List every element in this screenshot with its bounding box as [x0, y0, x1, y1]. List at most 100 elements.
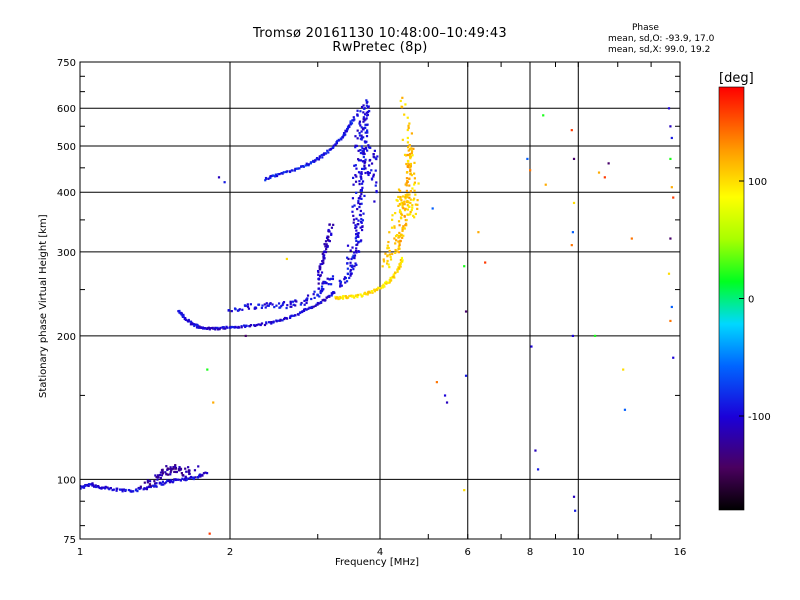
data-point: [243, 304, 247, 307]
data-point: [277, 173, 280, 176]
data-point: [413, 172, 416, 175]
data-point: [330, 283, 333, 286]
data-point: [322, 259, 325, 262]
data-point: [357, 158, 360, 161]
data-point: [349, 264, 352, 267]
data-point: [570, 129, 573, 132]
data-point: [363, 147, 366, 151]
data-point: [356, 232, 359, 235]
data-point: [368, 110, 371, 113]
data-point: [464, 374, 468, 377]
data-point: [375, 288, 379, 292]
data-point: [407, 126, 410, 130]
data-point: [143, 481, 146, 484]
data-point: [81, 486, 85, 489]
data-point: [353, 296, 356, 299]
data-point: [321, 282, 324, 285]
data-point: [339, 137, 342, 140]
data-point: [174, 478, 177, 481]
data-point: [401, 204, 404, 207]
data-point: [365, 117, 368, 120]
data-point: [389, 258, 393, 261]
data-point: [299, 303, 302, 306]
data-point: [388, 249, 391, 253]
data-point: [405, 184, 408, 187]
data-point: [363, 113, 367, 116]
data-point: [355, 263, 358, 267]
data-point: [373, 288, 376, 291]
data-point: [542, 114, 545, 117]
data-point: [386, 281, 389, 284]
data-point: [274, 173, 278, 176]
data-point: [391, 214, 394, 217]
data-point: [353, 254, 357, 257]
data-point: [292, 314, 295, 317]
data-point: [435, 381, 438, 384]
data-point: [269, 321, 272, 324]
data-point: [159, 476, 162, 480]
data-point: [381, 265, 384, 268]
data-point: [268, 302, 271, 306]
data-point: [351, 197, 355, 200]
data-point: [362, 116, 365, 119]
data-point: [407, 213, 410, 216]
data-point: [534, 449, 537, 452]
data-point: [272, 320, 275, 323]
data-point: [217, 328, 220, 331]
data-point: [363, 107, 366, 110]
data-point: [398, 244, 401, 247]
data-point: [182, 313, 185, 316]
data-point: [218, 328, 221, 331]
data-point: [406, 196, 409, 199]
data-point: [101, 486, 104, 489]
data-point: [355, 225, 358, 228]
data-point: [406, 136, 409, 140]
data-point: [443, 394, 447, 397]
data-point: [356, 137, 359, 140]
data-point: [355, 247, 358, 250]
data-point: [365, 99, 368, 102]
data-point: [183, 317, 186, 320]
data-point: [397, 204, 400, 208]
data-point: [318, 295, 321, 298]
data-point: [396, 270, 399, 273]
data-point: [330, 232, 333, 235]
data-points: [80, 96, 675, 535]
data-point: [359, 226, 362, 229]
data-point: [354, 146, 357, 149]
data-point: [349, 270, 352, 273]
data-point: [357, 240, 360, 243]
data-point: [416, 207, 419, 211]
data-point: [410, 174, 413, 177]
data-point: [266, 304, 269, 307]
data-point: [148, 480, 152, 483]
data-point: [366, 123, 369, 126]
data-point: [244, 325, 247, 329]
data-point: [353, 204, 356, 207]
data-point: [278, 172, 281, 176]
data-point: [119, 488, 122, 491]
data-point: [570, 244, 573, 247]
data-point: [264, 179, 267, 182]
data-point: [399, 189, 402, 193]
data-point: [360, 221, 363, 224]
data-point: [356, 109, 359, 112]
data-point: [354, 237, 357, 240]
data-point: [361, 180, 365, 183]
data-point: [372, 152, 375, 156]
data-point: [388, 278, 391, 282]
data-point: [115, 489, 118, 492]
data-point: [197, 326, 200, 329]
data-point: [398, 231, 401, 235]
data-point: [327, 230, 330, 233]
data-point: [285, 306, 288, 310]
data-point: [207, 326, 210, 329]
data-point: [357, 235, 360, 238]
data-point: [402, 234, 405, 237]
data-point: [409, 213, 412, 216]
data-point: [366, 110, 370, 114]
data-point: [366, 149, 369, 152]
data-point: [379, 287, 382, 290]
data-point: [94, 484, 97, 487]
data-point: [361, 186, 364, 189]
